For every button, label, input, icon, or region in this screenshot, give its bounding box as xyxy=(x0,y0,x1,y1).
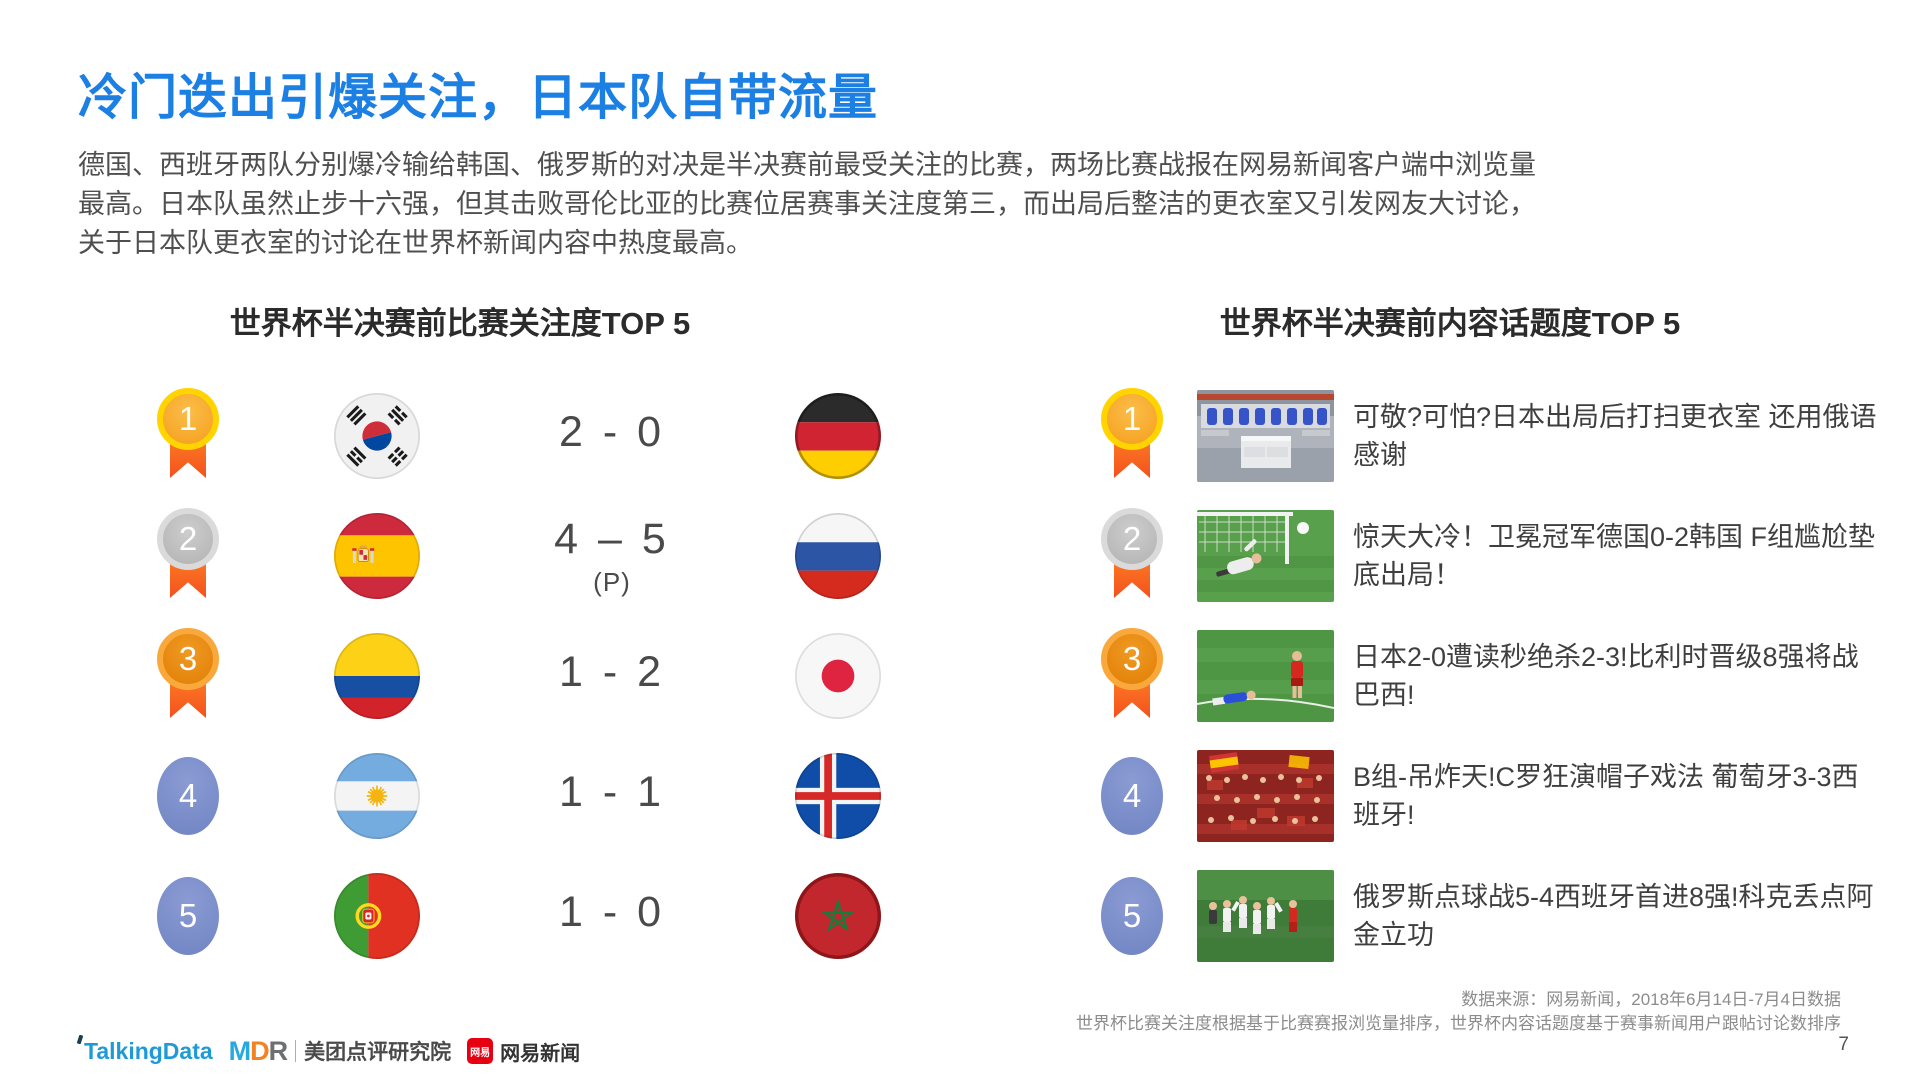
rank-number: 2 xyxy=(1122,520,1142,557)
match-ranking-list: 1 xyxy=(140,376,925,976)
rank-number: 5 xyxy=(178,897,198,934)
flag-iceland-icon xyxy=(795,753,881,839)
meituan-label: 美团点评研究院 xyxy=(304,1041,452,1064)
match-row-2: 2 xyxy=(140,496,925,616)
rank-number: 3 xyxy=(1122,640,1142,677)
flag-japan-icon xyxy=(795,633,881,719)
match-score: 4 – 5 (P) xyxy=(554,514,670,597)
rank-3-medal-icon: 3 xyxy=(1101,628,1163,724)
topic-ranking-title: 世界杯半决赛前内容话题度TOP 5 xyxy=(1219,306,1681,341)
rank-number: 1 xyxy=(178,400,198,437)
logo-divider xyxy=(295,1040,297,1062)
news-row-5: 5 俄罗斯点球战5-4西班 xyxy=(1100,856,1895,976)
flag-morocco-icon xyxy=(795,873,881,959)
rank-3-medal-icon: 3 xyxy=(157,628,219,724)
rank-4-badge-icon: 4 xyxy=(1101,757,1163,835)
rank-1-medal-icon: 1 xyxy=(1101,388,1163,484)
news-title: 可敬?可怕?日本出局后打扫更衣室 还用俄语感谢 xyxy=(1353,402,1877,470)
rank-number: 4 xyxy=(1122,777,1142,814)
match-row-4: 4 xyxy=(140,736,925,856)
talkingdata-logo: TalkingData xyxy=(76,1034,213,1065)
thumb-germany-korea-goal-icon xyxy=(1197,510,1334,602)
match-row-5: 5 1 - 0 xyxy=(140,856,925,976)
rank-1-medal-icon: 1 xyxy=(157,388,219,484)
rank-number: 2 xyxy=(178,520,198,557)
news-row-2: 2 xyxy=(1100,496,1895,616)
match-row-3: 3 1 - 2 xyxy=(140,616,925,736)
news-title: B组-吊炸天!C罗狂演帽子戏法 葡萄牙3-3西班牙! xyxy=(1353,762,1859,830)
match-score: 2 - 0 xyxy=(558,407,666,456)
match-ranking-title: 世界杯半决赛前比赛关注度TOP 5 xyxy=(229,306,691,341)
news-title: 日本2-0遭读秒绝杀2-3!比利时晋级8强将战巴西! xyxy=(1353,642,1859,710)
thumb-japan-locker-room-icon xyxy=(1197,390,1334,482)
page-number: 7 xyxy=(1838,1034,1849,1055)
rank-number: 1 xyxy=(1122,400,1142,437)
intro-paragraph: 德国、西班牙两队分别爆冷输给韩国、俄罗斯的对决是半决赛前最受关注的比赛，两场比赛… xyxy=(78,150,1536,258)
logo-bar: TalkingData MDR 美团点评研究院 网易 网易新闻 xyxy=(76,1034,580,1066)
match-row-1: 1 xyxy=(140,376,925,496)
flag-south-korea-icon xyxy=(334,393,420,479)
netease-label: 网易新闻 xyxy=(500,1042,581,1065)
news-row-3: 3 xyxy=(1100,616,1895,736)
mdr-mark-icon: MDR xyxy=(228,1035,288,1066)
data-source-line-2: 世界杯比赛关注度根据基于比赛赛报浏览量排序，世界杯内容话题度基于赛事新闻用户跟帖… xyxy=(1076,1014,1841,1033)
talkingdata-tick-icon xyxy=(76,1034,84,1044)
rank-4-badge-icon: 4 xyxy=(157,757,219,835)
rank-number: 5 xyxy=(1122,897,1142,934)
rank-2-medal-icon: 2 xyxy=(1101,508,1163,604)
flag-germany-icon xyxy=(795,393,881,479)
topic-ranking-list: 1 xyxy=(1100,376,1895,976)
rank-number: 4 xyxy=(178,777,198,814)
meituan-dianping-logo: MDR 美团点评研究院 xyxy=(229,1036,452,1066)
news-title: 俄罗斯点球战5-4西班牙首进8强!科克丢点阿金立功 xyxy=(1353,882,1874,950)
flag-colombia-icon xyxy=(334,633,420,719)
page-title: 冷门迭出引爆关注，日本队自带流量 xyxy=(78,71,879,125)
rank-5-badge-icon: 5 xyxy=(1101,877,1163,955)
thumb-russia-spain-celebration-icon xyxy=(1197,870,1334,962)
flag-russia-icon xyxy=(795,513,881,599)
thumb-portugal-spain-fans-icon xyxy=(1197,750,1334,842)
thumb-japan-belgium-match-icon xyxy=(1197,630,1334,722)
news-title: 惊天大冷！卫冕冠军德国0-2韩国 F组尴尬垫底出局！ xyxy=(1353,522,1876,590)
netease-news-logo: 网易 网易新闻 xyxy=(467,1037,580,1066)
match-score: 1 - 0 xyxy=(558,887,666,936)
match-score: 1 - 1 xyxy=(558,767,666,816)
news-row-4: 4 xyxy=(1100,736,1895,856)
netease-badge-icon: 网易 xyxy=(467,1038,494,1064)
rank-2-medal-icon: 2 xyxy=(157,508,219,604)
news-row-1: 1 xyxy=(1100,376,1895,496)
data-source-line-1: 数据来源：网易新闻，2018年6月14日-7月4日数据 xyxy=(1461,990,1841,1009)
rank-number: 3 xyxy=(178,640,198,677)
rank-5-badge-icon: 5 xyxy=(157,877,219,955)
flag-portugal-icon xyxy=(334,873,420,959)
flag-spain-icon xyxy=(334,513,420,599)
match-score: 1 - 2 xyxy=(558,647,666,696)
flag-argentina-icon xyxy=(334,753,420,839)
